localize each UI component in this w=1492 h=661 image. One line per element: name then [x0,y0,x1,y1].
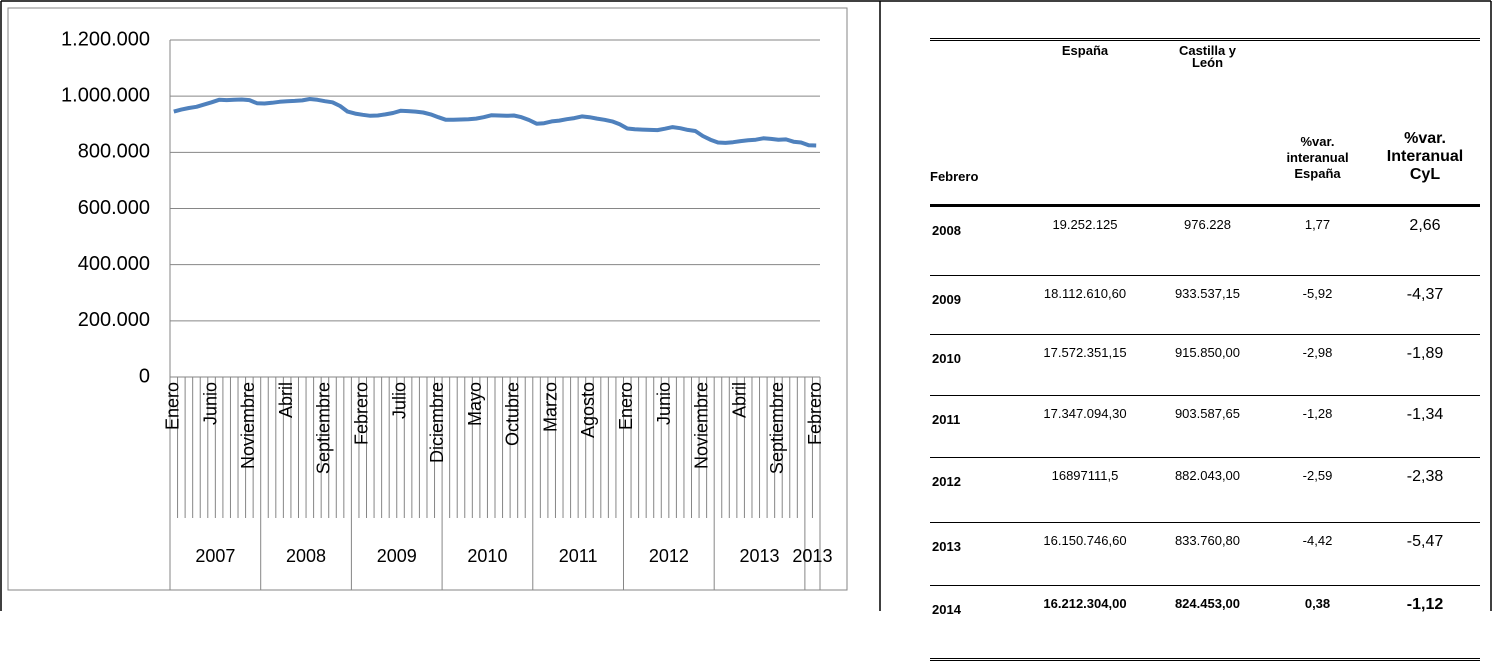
table-row: 2008 19.252.125 976.228 1,77 2,66 [930,205,1480,276]
x-group-label: 2012 [649,546,689,566]
table-cell: -2,38 [1370,457,1480,523]
x-tick-label: Septiembre [314,382,334,474]
x-tick-label: Abril [276,382,296,418]
table-cell: 824.453,00 [1150,585,1265,661]
x-group-label: 2010 [467,546,507,566]
table-cell: 2008 [930,205,1020,276]
y-tick-label: 1.200.000 [61,28,150,50]
table-cell: -5,47 [1370,522,1480,586]
table-row: 2010 17.572.351,15 915.850,00 -2,98 -1,89 [930,334,1480,396]
y-tick-label: 200.000 [78,309,150,331]
table-cell: 2011 [930,395,1020,458]
table-cell: -2,98 [1265,334,1370,396]
x-group-label: 2011 [559,546,598,566]
data-table: Febrero España Castilla y León %var. intera… [930,38,1480,661]
header-cell: %var. Interanual CyL [1370,38,1480,207]
table-cell: 2,66 [1370,205,1480,276]
table-cell: 16.150.746,60 [1020,522,1150,586]
table-cell: 833.760,80 [1150,522,1265,586]
chart-border [7,7,848,591]
table-cell: -1,89 [1370,334,1480,396]
table-cell: 976.228 [1150,205,1265,276]
x-tick-label: Enero [163,382,183,430]
header-cell: Febrero [930,38,1020,207]
table-cell: 17.572.351,15 [1020,334,1150,396]
x-tick-label: Enero [616,382,636,430]
x-tick-label: Diciembre [427,382,447,463]
table-row: 2011 17.347.094,30 903.587,65 -1,28 -1,34 [930,395,1480,458]
x-group-label: 2009 [377,546,417,566]
x-tick-label: Septiembre [767,382,787,474]
table-cell: 2012 [930,457,1020,523]
table-cell: 17.347.094,30 [1020,395,1150,458]
x-group-label: 2008 [286,546,326,566]
x-group-label: 2007 [195,546,235,566]
y-tick-label: 600.000 [78,197,150,219]
table-cell: 882.043,00 [1150,457,1265,523]
header-cell: España [1020,38,1150,207]
x-tick-label: Mayo [465,382,485,426]
table-cell: -1,34 [1370,395,1480,458]
table-cell: 0,38 [1265,585,1370,661]
table-row: 2009 18.112.610,60 933.537,15 -5,92 -4,37 [930,275,1480,335]
x-tick-label: Febrero [351,382,371,445]
table-cell: -1,28 [1265,395,1370,458]
x-tick-label: Junio [654,382,674,425]
table-cell: 19.252.125 [1020,205,1150,276]
table-row: 2012 16897111,5 882.043,00 -2,59 -2,38 [930,457,1480,523]
x-tick-label: Febrero [805,382,825,445]
table-cell: 915.850,00 [1150,334,1265,396]
table-cell: -4,37 [1370,275,1480,335]
x-tick-label: Noviembre [238,382,258,469]
table-cell: 903.587,65 [1150,395,1265,458]
y-tick-label: 0 [139,365,150,387]
header-cell: %var. interanual España [1265,38,1370,207]
table-cell: -2,59 [1265,457,1370,523]
chart: 0 200.000 400.000 600.000 800.000 1.000.000 1.… [0,0,1492,611]
y-tick-label: 1.000.000 [61,84,150,106]
table-cell: 16.212.304,00 [1020,585,1150,661]
table-cell: -5,92 [1265,275,1370,335]
x-group-label: 2013 [792,546,832,566]
x-tick-label: Abril [729,382,749,418]
x-tick-label: Agosto [578,382,598,438]
table-cell: 2009 [930,275,1020,335]
table-cell: 1,77 [1265,205,1370,276]
table-cell: -1,12 [1370,585,1480,661]
table-cell: 16897111,5 [1020,457,1150,523]
data-line [173,97,817,148]
header-row: Febrero España Castilla y León %var. intera… [930,38,1480,207]
table-row: 2014 16.212.304,00 824.453,00 0,38 -1,12 [930,585,1480,661]
table-cell: 2013 [930,522,1020,586]
x-tick-label: Octubre [503,382,523,446]
y-tick-label: 800.000 [78,141,150,163]
x-group-label: 2013 [740,546,780,566]
table-cell: -4,42 [1265,522,1370,586]
table-row: 2013 16.150.746,60 833.760,80 -4,42 -5,47 [930,522,1480,586]
table-cell: 933.537,15 [1150,275,1265,335]
table-cell: 2014 [930,585,1020,661]
table-cell: 2010 [930,334,1020,396]
x-tick-label: Julio [389,382,409,419]
x-tick-label: Junio [200,382,220,425]
table-cell: 18.112.610,60 [1020,275,1150,335]
y-tick-label: 400.000 [78,253,150,275]
header-cell: Castilla y León [1150,38,1265,207]
x-tick-label: Noviembre [692,382,712,469]
x-tick-label: Marzo [540,382,560,432]
